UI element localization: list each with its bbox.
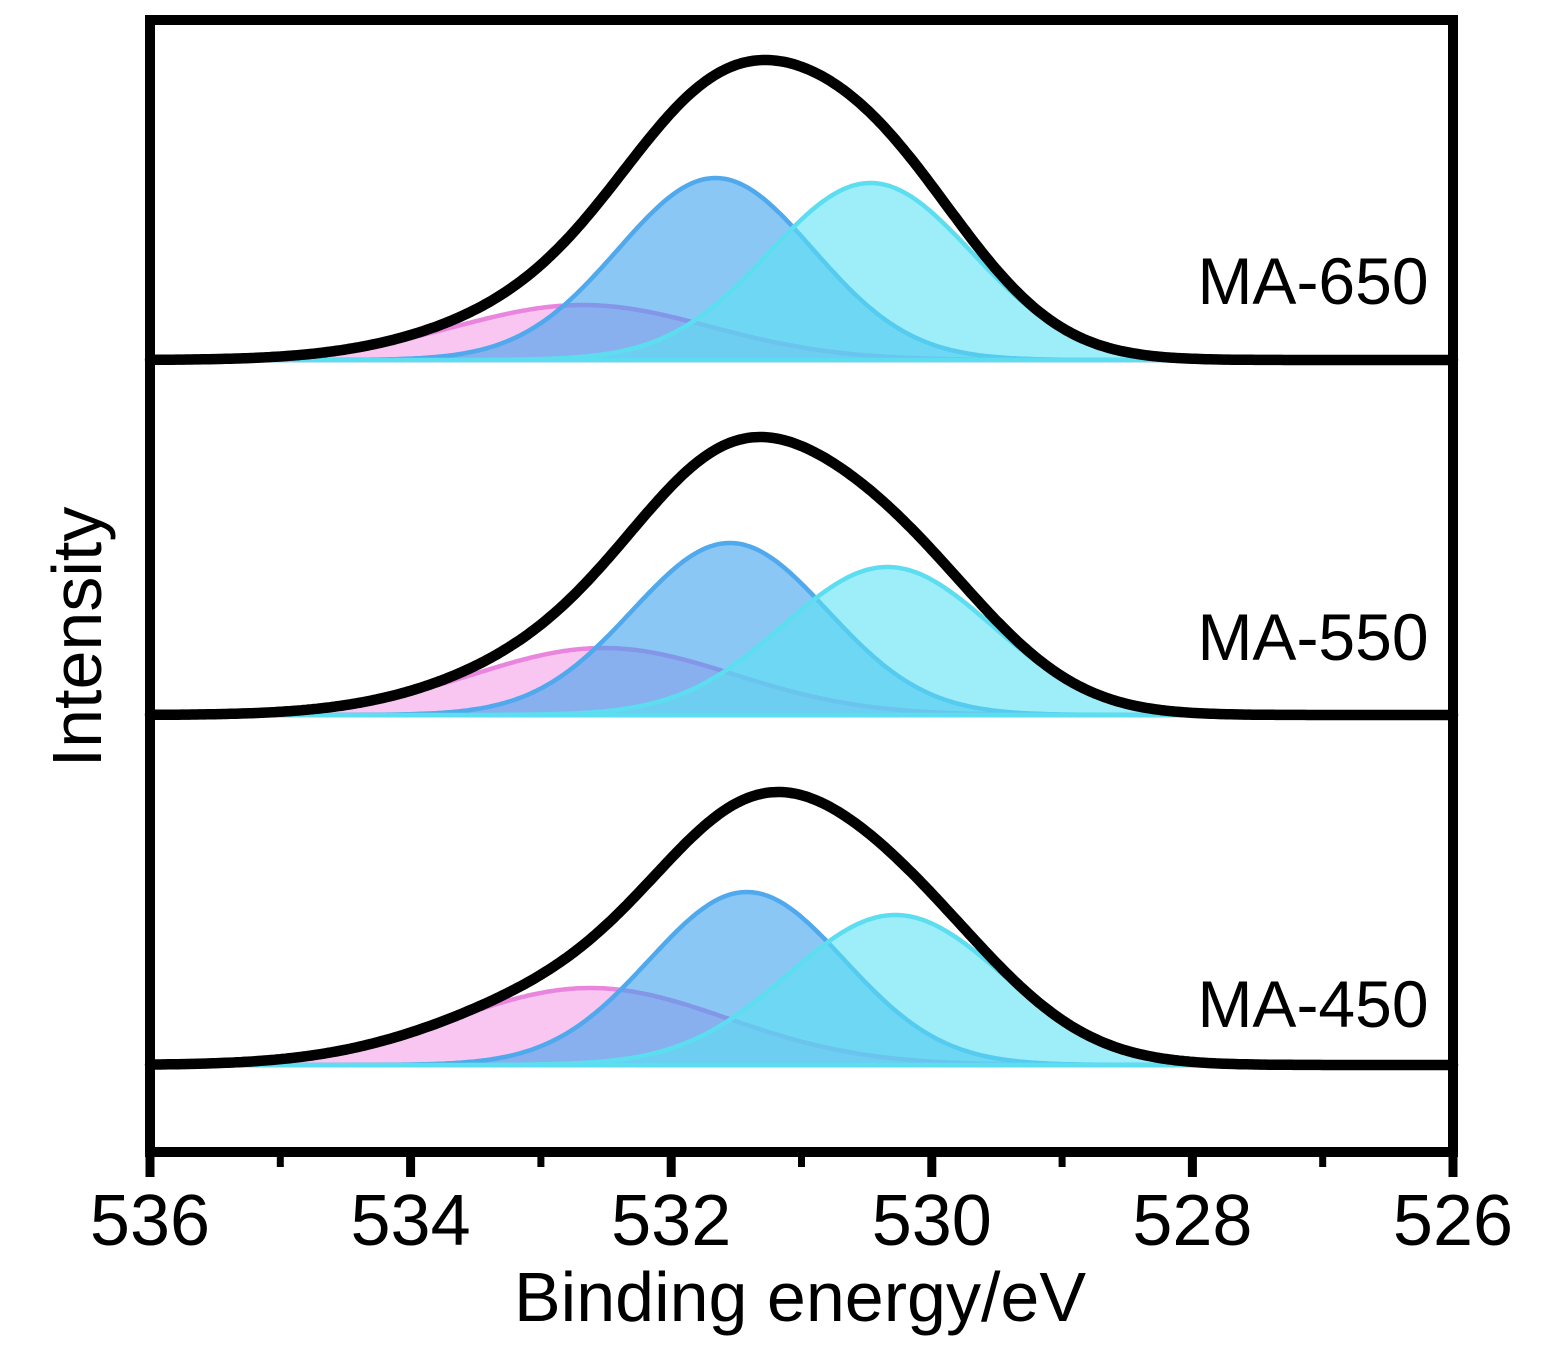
series-label-ma-450: MA-450 [1197,967,1429,1041]
plot-frame [145,15,1458,1157]
envelope-curve-ma-450 [144,786,1459,1071]
envelope-curve-ma-650 [144,54,1459,366]
x-tick-label-526: 526 [1393,1181,1513,1261]
x-axis-title: Binding energy/eV [513,1258,1087,1336]
y-axis-title: Intensity [38,506,116,768]
x-tick-label-532: 532 [611,1181,731,1261]
envelope-curve-ma-550 [144,431,1459,721]
x-tick-label-528: 528 [1132,1181,1252,1261]
series-label-ma-650: MA-650 [1197,244,1429,318]
x-tick-label-530: 530 [872,1181,992,1261]
x-tick-label-534: 534 [351,1181,471,1261]
series-label-ma-550: MA-550 [1197,600,1429,674]
x-tick-label-536: 536 [90,1181,210,1261]
